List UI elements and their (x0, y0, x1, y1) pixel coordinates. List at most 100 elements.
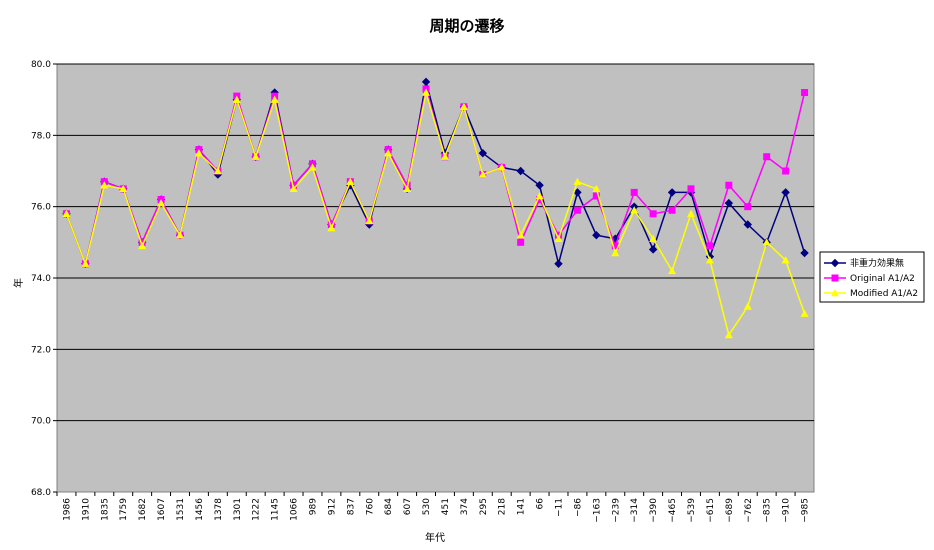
data-point (497, 163, 506, 171)
x-tick-label: 141 (517, 498, 527, 515)
y-tick-label: 80.0 (31, 60, 51, 70)
data-point (800, 248, 809, 258)
data-point (781, 256, 790, 264)
x-tick-label: −465 (668, 498, 678, 523)
x-tick-label: 1222 (252, 498, 262, 521)
data-point (649, 234, 658, 242)
data-point (592, 230, 601, 240)
x-tick-label: 1759 (119, 498, 129, 521)
data-point (403, 184, 412, 193)
legend-label: 非重力効果無 (850, 257, 904, 269)
data-point (743, 220, 752, 229)
data-point (478, 170, 487, 178)
data-point (781, 188, 790, 197)
x-tick-label: 1378 (214, 498, 224, 521)
data-point (554, 259, 563, 268)
data-point (573, 206, 581, 214)
x-tick-label: 607 (403, 498, 413, 515)
data-point (516, 231, 525, 239)
gridlines (57, 63, 814, 422)
x-tick-label: −163 (592, 498, 602, 523)
y-tick-label: 70.0 (31, 417, 51, 427)
x-tick-label: 66 (536, 498, 546, 510)
x-tick-label: −314 (630, 498, 640, 523)
data-point (687, 185, 695, 193)
data-point (782, 167, 790, 175)
data-point (327, 224, 336, 232)
data-point (630, 188, 638, 196)
data-point (801, 89, 809, 97)
data-point (725, 181, 733, 189)
y-tick-label: 74.0 (31, 274, 51, 284)
data-point (535, 181, 544, 190)
x-tick-label: −539 (687, 498, 697, 523)
x-tick-label: 1531 (176, 498, 186, 521)
y-axis-ticks: 68.0 70.0 72.0 74.0 76.0 78.0 80.0 (31, 60, 57, 498)
x-tick-label: −615 (706, 498, 716, 523)
data-point (592, 184, 601, 193)
legend-marker (831, 274, 839, 282)
x-tick-label: 1145 (271, 498, 281, 521)
data-point (157, 199, 166, 207)
series-layer (62, 77, 809, 339)
data-point (440, 152, 449, 160)
data-point (705, 256, 714, 264)
data-point (459, 102, 468, 110)
data-point (800, 309, 809, 317)
legend-marker (830, 258, 840, 268)
data-point (763, 153, 771, 161)
x-tick-label: 1910 (81, 498, 91, 521)
data-point (194, 149, 203, 157)
data-point (384, 149, 393, 157)
data-point (649, 210, 657, 218)
data-point (346, 177, 355, 185)
data-point (517, 238, 525, 246)
x-tick-label: 1682 (138, 498, 148, 521)
y-tick-label: 68.0 (31, 488, 51, 498)
data-point (667, 188, 677, 197)
x-tick-label: −86 (573, 498, 583, 517)
data-point (138, 241, 147, 250)
data-point (668, 266, 677, 275)
data-point (478, 148, 488, 158)
data-point (176, 231, 185, 239)
x-tick-label: 1066 (290, 498, 300, 521)
data-point (100, 181, 109, 189)
x-tick-label: 1456 (195, 498, 205, 521)
x-tick-label: 684 (384, 498, 394, 515)
legend-label: Original A1/A2 (850, 274, 915, 284)
x-tick-label: 451 (441, 498, 451, 515)
data-point (592, 192, 600, 200)
data-point (668, 206, 676, 214)
x-tick-label: −762 (744, 498, 754, 523)
x-tick-label: 1607 (157, 498, 167, 521)
x-tick-label: 374 (460, 498, 470, 515)
data-point (421, 77, 431, 87)
x-tick-label: −910 (782, 498, 792, 523)
x-tick-label: 1301 (233, 498, 243, 521)
data-point (611, 242, 619, 250)
data-point (706, 242, 714, 250)
x-axis-ticks: 1986 1910 1835 1759 1682 1607 1531 1456 1378 1301… (56, 492, 811, 523)
data-point (213, 167, 222, 175)
x-tick-label: 760 (365, 498, 375, 515)
y-axis-label: 年 (12, 278, 25, 288)
legend-label: Modified A1/A2 (850, 289, 918, 299)
data-point (743, 302, 752, 310)
data-point (119, 184, 128, 193)
data-point (81, 259, 90, 267)
data-point (535, 191, 544, 200)
x-tick-label: 1986 (62, 498, 72, 521)
y-tick-label: 76.0 (31, 203, 51, 213)
series-line (65, 92, 806, 337)
x-tick-label: −835 (763, 498, 773, 523)
x-tick-label: 530 (422, 498, 432, 515)
x-tick-label: 837 (346, 498, 356, 515)
data-point (270, 95, 279, 103)
x-tick-label: −11 (555, 498, 565, 517)
x-tick-label: 912 (327, 498, 337, 515)
x-tick-label: −239 (611, 498, 621, 523)
data-point (422, 88, 431, 96)
data-point (289, 184, 298, 193)
